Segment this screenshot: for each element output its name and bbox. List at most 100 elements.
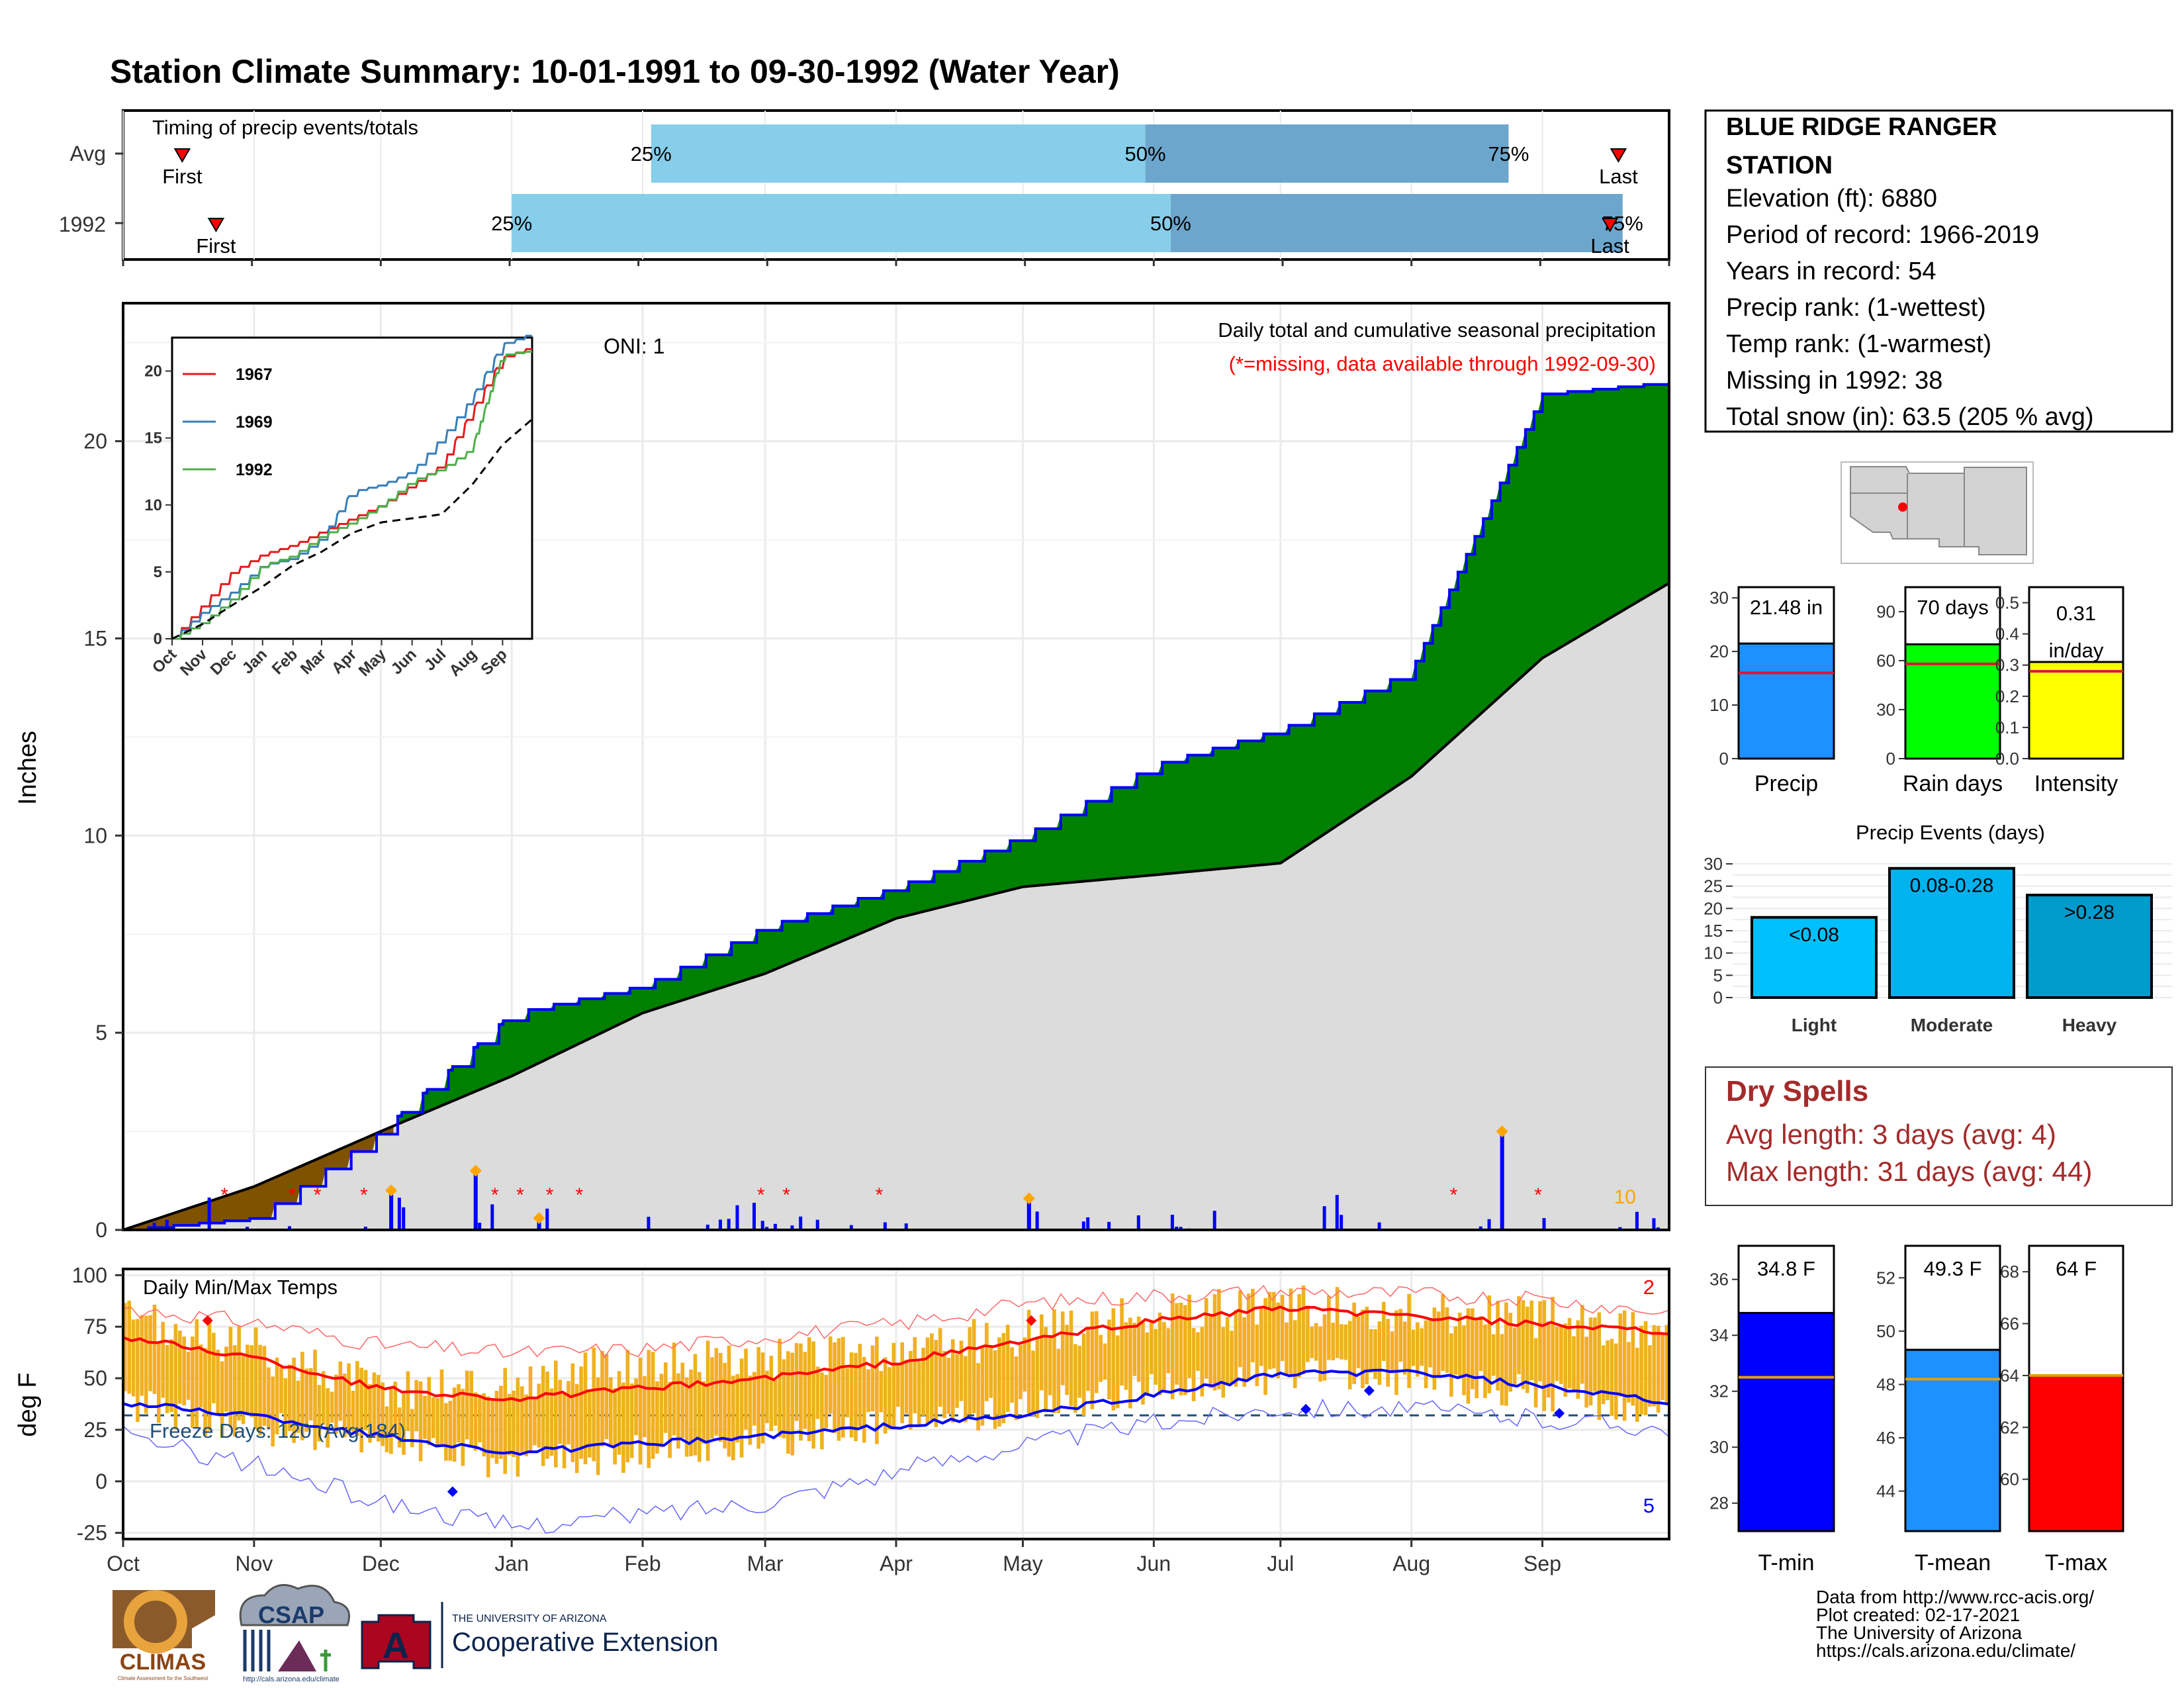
daily-temp-range-bar <box>1166 1328 1171 1374</box>
daily-precip-bar <box>165 1219 169 1230</box>
daily-temp-range-bar <box>1479 1316 1483 1372</box>
precip-events-title: Precip Events (days) <box>1856 821 2045 844</box>
daily-temp-range-bar <box>376 1375 381 1442</box>
daily-precip-bar <box>790 1225 794 1230</box>
timing-panel: Timing of precip events/totals Avg 1992 … <box>59 109 1670 266</box>
daily-temp-range-bar <box>909 1350 913 1430</box>
daily-temp-range-bar <box>363 1370 368 1430</box>
daily-temp-range-bar <box>1306 1305 1310 1362</box>
daily-temp-range-bar <box>925 1337 930 1425</box>
inset-y-tick-label: 20 <box>144 363 162 381</box>
inset-y-tick-label: 10 <box>144 496 162 514</box>
daily-temp-range-bar <box>1103 1343 1107 1380</box>
month-tick-label: Mar <box>747 1552 784 1575</box>
daily-temp-range-bar <box>207 1317 212 1431</box>
daily-temp-range-bar <box>533 1399 537 1446</box>
daily-temp-range-bar <box>1010 1347 1014 1403</box>
daily-temp-range-bar <box>537 1383 541 1448</box>
daily-precip-bar <box>1107 1221 1111 1230</box>
record-high-count: 2 <box>1643 1276 1655 1299</box>
daily-temp-range-bar <box>1322 1314 1327 1381</box>
climas-sun-icon <box>124 1590 187 1654</box>
daily-temp-range-bar <box>815 1366 820 1419</box>
daily-temp-range-bar <box>1212 1293 1217 1391</box>
temp-bar-tick-label: 32 <box>1709 1382 1729 1401</box>
ua-cooperative-extension-logo: A THE UNIVERSITY OF ARIZONA Cooperative … <box>361 1602 718 1669</box>
daily-temp-range-bar <box>1128 1317 1132 1409</box>
below-average-area <box>127 1126 394 1230</box>
daily-temp-range-bar <box>1369 1329 1373 1373</box>
missing-data-marker: * <box>575 1184 583 1206</box>
temp-summary-bar-1 <box>1904 1348 2001 1532</box>
daily-temp-range-bar <box>368 1383 372 1443</box>
timing-percentile-label: 50% <box>1150 212 1191 235</box>
precip-event-bar <box>1888 867 2015 999</box>
daily-temp-range-bar <box>588 1389 592 1458</box>
daily-temp-range-bar <box>1538 1301 1542 1382</box>
timing-last-marker <box>1610 148 1627 163</box>
daily-temp-range-bar <box>608 1377 613 1445</box>
mini-bar-tick-label: 0.4 <box>1995 624 2019 644</box>
above-average-area <box>397 382 1669 1125</box>
daily-precip-bar <box>647 1217 651 1230</box>
daily-temp-range-bar <box>1593 1317 1597 1392</box>
precip-ylabel: Inches <box>14 731 42 805</box>
daily-precip-peak-bar <box>1500 1131 1504 1230</box>
freeze-days-text: Freeze Days: 120 (Avg:184) <box>150 1419 406 1442</box>
daily-temp-range-bar <box>782 1359 786 1438</box>
daily-temp-range-bar <box>127 1300 131 1394</box>
inset-legend-label: 1992 <box>236 461 273 479</box>
temp-summary-bar-0 <box>1737 1311 1835 1532</box>
daily-temp-range-bar <box>461 1389 465 1466</box>
daily-temp-range-bar <box>976 1363 980 1430</box>
daily-temp-range-bar <box>1208 1314 1212 1389</box>
daily-temp-range-bar <box>1453 1326 1458 1375</box>
daily-temp-range-bar <box>663 1362 668 1433</box>
mini-bar-tick-label: 0 <box>1886 749 1895 769</box>
climas-logo: CLIMAS Climate Assessment for the Southw… <box>113 1590 215 1681</box>
map-state-borders <box>1850 473 1965 547</box>
timing-first-label: First <box>196 234 236 258</box>
temp-record-marker <box>447 1486 458 1497</box>
daily-temp-range-bar <box>1508 1313 1513 1392</box>
daily-temp-range-bar <box>955 1354 959 1408</box>
precip-y-tick-label: 20 <box>83 430 107 453</box>
daily-temp-range-bar <box>503 1368 508 1474</box>
daily-temp-range-bar <box>1044 1327 1048 1413</box>
daily-temp-range-bar <box>342 1374 347 1438</box>
footer-data-source: Data from http://www.rcc-acis.org/ <box>1816 1587 2094 1607</box>
daily-precip-peak-bar <box>1026 1198 1031 1230</box>
daily-temp-range-bar <box>385 1406 389 1452</box>
mini-bar-value: 70 days <box>1917 596 1989 619</box>
mini-bar-label: Intensity <box>2034 771 2118 796</box>
precip-event-bar <box>1751 915 1878 1000</box>
daily-temp-range-bar <box>1656 1325 1661 1413</box>
temp-bar-value: 34.8 F <box>1757 1257 1815 1280</box>
temp-bar-tick-label: 62 <box>2000 1417 2019 1437</box>
daily-temp-range-bar <box>136 1319 140 1423</box>
daily-precip-peak-bar <box>389 1190 394 1230</box>
daily-temp-range-bar <box>629 1383 634 1458</box>
daily-precip-bar <box>1035 1211 1039 1230</box>
station-info-line: Total snow (in): 63.5 (205 % avg) <box>1726 403 2094 431</box>
daily-temp-range-bar <box>698 1372 702 1462</box>
dry-spells-box: Dry Spells Avg length: 3 days (avg: 4) M… <box>1705 1066 2173 1206</box>
daily-temp-range-bar <box>228 1327 233 1428</box>
daily-temp-range-bar <box>351 1390 355 1432</box>
inset-y-tick-label: 5 <box>154 563 162 581</box>
daily-temp-range-bar <box>1052 1309 1056 1413</box>
daily-temp-range-bar <box>1158 1312 1162 1395</box>
daily-temp-range-bar <box>570 1363 575 1462</box>
dry-spells-avg-length: Avg length: 3 days (avg: 4) <box>1726 1119 2056 1150</box>
footer: Data from http://www.rcc-acis.org/ Plot … <box>1816 1587 2094 1661</box>
daily-temp-range-bar <box>1242 1317 1246 1387</box>
temp-record-marker <box>1554 1408 1565 1419</box>
precip-event-category: Light <box>1792 1015 1837 1035</box>
daily-temp-range-bar <box>579 1366 583 1459</box>
csap-cloud-icon <box>239 1583 350 1626</box>
daily-temp-range-bar <box>1225 1317 1230 1385</box>
ua-logo-big-text: Cooperative Extension <box>452 1628 718 1657</box>
daily-temp-range-bar <box>1631 1312 1635 1406</box>
daily-temp-range-bar <box>968 1327 972 1415</box>
inset-series-line <box>172 348 532 640</box>
